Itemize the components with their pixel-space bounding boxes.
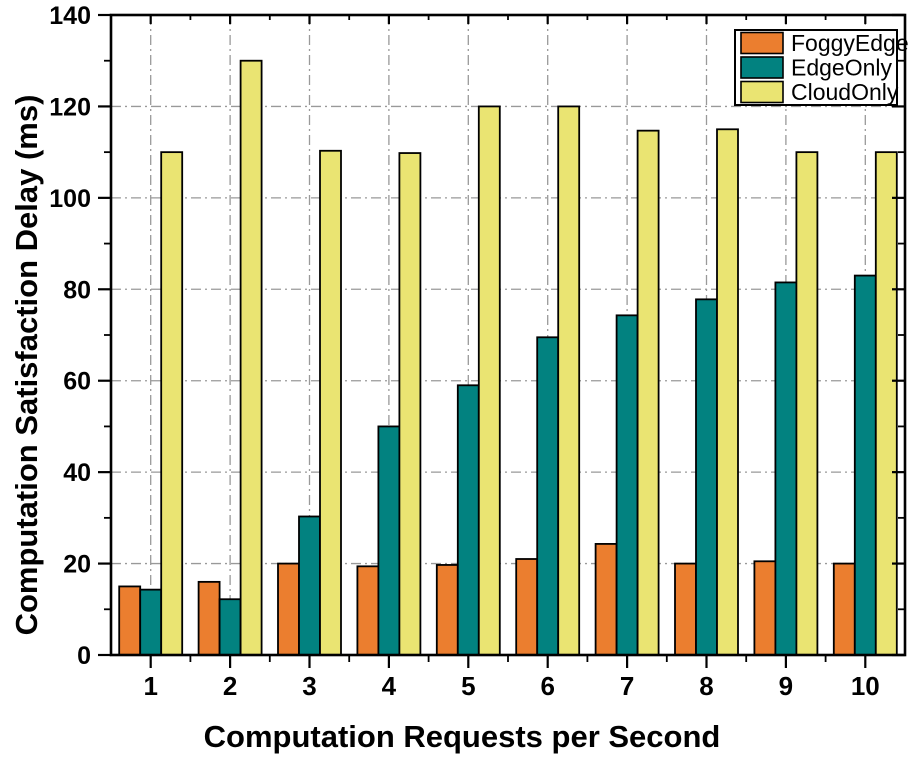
bar-foggyedge-7 [594, 543, 618, 656]
y-tick-label: 60 [63, 368, 91, 396]
x-axis-title: Computation Requests per Second [204, 719, 721, 754]
bar-cloudonly-4 [398, 152, 422, 656]
legend-swatch-edgeonly [740, 56, 784, 79]
bar-foggyedge-5 [435, 564, 459, 656]
bar-foggyedge-1 [118, 585, 142, 656]
legend-swatch-foggyedge [740, 31, 784, 55]
bar-foggyedge-9 [753, 560, 777, 656]
bar-foggyedge-2 [197, 580, 221, 656]
bar-foggyedge-3 [277, 562, 300, 656]
bar-cloudonly-6 [557, 105, 581, 656]
bar-cloudonly-10 [874, 151, 898, 656]
bar-edgeonly-6 [536, 336, 560, 656]
y-axis-title: Computation Satisfaction Delay (ms) [9, 95, 44, 636]
x-tick-label: 9 [779, 671, 793, 701]
x-tick-label: 1 [143, 671, 157, 701]
bar-cloudonly-3 [319, 149, 342, 656]
x-tick-label: 8 [699, 671, 713, 701]
bar-foggyedge-4 [356, 565, 380, 656]
bar-edgeonly-4 [377, 425, 401, 656]
legend-label-cloudonly: CloudOnly [791, 79, 899, 105]
y-tick-label: 140 [49, 2, 91, 30]
y-tick-label: 80 [63, 276, 91, 304]
x-tick-label: 10 [851, 671, 880, 701]
bar-foggyedge-8 [674, 562, 697, 656]
bar-cloudonly-9 [795, 151, 819, 656]
bar-cloudonly-1 [160, 151, 184, 656]
x-tick-label: 4 [382, 671, 397, 701]
bar-edgeonly-3 [298, 515, 321, 656]
bar-cloudonly-7 [636, 129, 660, 656]
x-tick-label: 7 [620, 671, 634, 701]
x-tick-label: 6 [540, 671, 554, 701]
bar-edgeonly-7 [615, 314, 639, 656]
y-tick-label: 100 [49, 185, 91, 213]
bar-edgeonly-1 [139, 588, 163, 656]
y-tick-label: 20 [63, 551, 91, 579]
bar-cloudonly-5 [477, 105, 501, 656]
y-tick-label: 120 [49, 93, 91, 121]
bar-cloudonly-8 [716, 128, 739, 656]
x-tick-label: 5 [461, 671, 475, 701]
bar-edgeonly-8 [695, 298, 718, 656]
x-tick-label: 3 [302, 671, 316, 701]
x-tick-label: 2 [223, 671, 237, 701]
bar-edgeonly-2 [218, 598, 242, 656]
y-tick-label: 0 [77, 642, 91, 670]
legend-label-foggyedge: FoggyEdge [791, 30, 909, 56]
bar-edgeonly-5 [456, 384, 480, 656]
legend-swatch-cloudonly [740, 80, 784, 104]
bar-foggyedge-6 [515, 558, 539, 656]
bar-edgeonly-10 [853, 274, 877, 656]
bar-foggyedge-10 [832, 562, 856, 656]
bar-edgeonly-9 [774, 281, 798, 656]
y-tick-label: 40 [63, 459, 91, 487]
bar-cloudonly-2 [239, 59, 263, 656]
legend-label-edgeonly: EdgeOnly [791, 55, 893, 81]
